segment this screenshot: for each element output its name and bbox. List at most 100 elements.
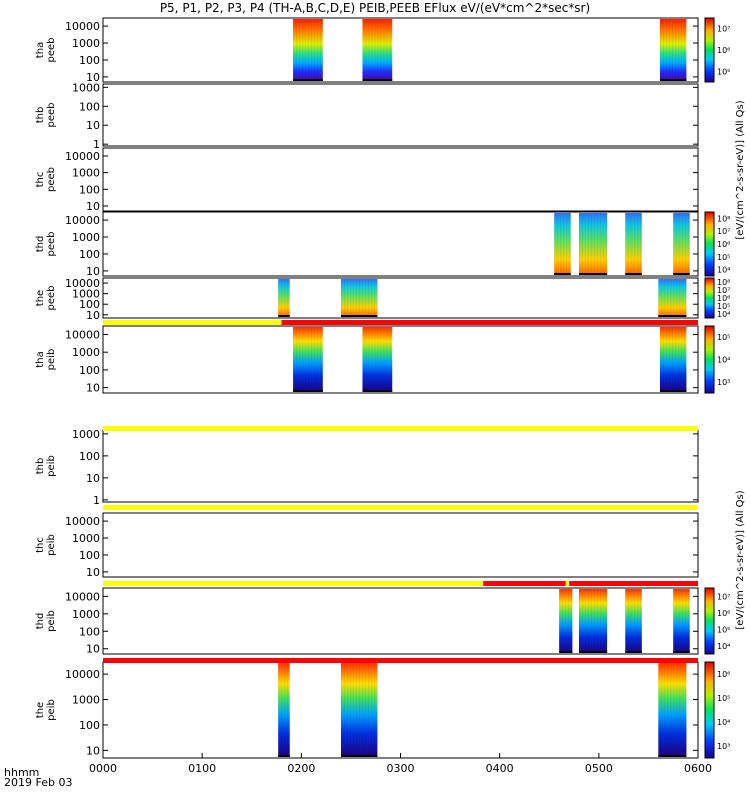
tha_peib-texture xyxy=(299,327,301,392)
tha_peib-texture xyxy=(389,327,391,392)
thd_peib-colorbar xyxy=(704,587,715,655)
the_peib-texture xyxy=(374,663,375,757)
x-tick-label: 0400 xyxy=(486,762,514,775)
thd_peib-segment xyxy=(559,589,573,653)
the_peib-texture xyxy=(371,663,372,757)
thd_peib-texture xyxy=(676,589,678,653)
thd_peib-texture xyxy=(597,589,598,653)
y-tick-label: 1000 xyxy=(72,428,100,441)
colorbar-tick-label: 10⁸ xyxy=(717,214,730,223)
thd_peib-texture xyxy=(591,589,592,653)
colorbar-tick-label: 10⁴ xyxy=(717,718,730,727)
thb_peeb-label: thbpeeb xyxy=(35,103,57,128)
the_peeb-texture xyxy=(371,279,372,317)
tha_peib-texture xyxy=(680,327,682,392)
the_peib-texture xyxy=(353,663,354,757)
the_peeb-texture xyxy=(664,279,666,317)
colorbar-tick-label: 10³ xyxy=(717,742,730,751)
the_peeb-texture xyxy=(676,279,678,317)
the_peib-texture xyxy=(658,663,660,757)
thd_peeb-texture xyxy=(585,213,586,275)
x-tick-label: 0600 xyxy=(684,762,712,775)
x-tick-label: 0300 xyxy=(387,762,415,775)
y-tick-label: 10 xyxy=(86,309,100,322)
the_peeb-texture xyxy=(353,279,354,317)
y-tick-label: 1000 xyxy=(72,81,100,94)
y-tick-label: 10 xyxy=(86,472,100,485)
the_peeb-texture xyxy=(344,279,345,317)
y-tick-label: 10 xyxy=(86,566,100,579)
colorbar-tick-label: 10⁶ xyxy=(717,240,730,249)
tha_peib-texture xyxy=(380,327,382,392)
thd_peib-texture xyxy=(588,589,589,653)
tha_peeb-segment xyxy=(293,19,323,81)
thd_peeb-segment xyxy=(579,213,608,275)
the_peeb-texture xyxy=(670,279,672,317)
the_peib-texture xyxy=(341,663,342,757)
the_peib-texture xyxy=(377,663,378,757)
thd_peeb-segment xyxy=(554,213,571,275)
the_peib-texture xyxy=(347,663,348,757)
colorbar-tick-label: 10⁵ xyxy=(717,253,730,262)
colorbar-tick-label: 10³ xyxy=(717,378,730,387)
tha_peeb-texture xyxy=(389,19,391,81)
the_peib-texture xyxy=(676,663,678,757)
colorbar-tick-label: 10⁵ xyxy=(717,625,730,634)
thd_peeb-texture xyxy=(673,213,675,275)
flag-bar-segment xyxy=(483,581,566,586)
thd_peib-texture xyxy=(594,589,595,653)
thb_peeb-frame xyxy=(102,83,699,147)
tha_peib-texture xyxy=(317,327,319,392)
tha_peeb-texture xyxy=(662,19,664,81)
the_peib-label: thepeib xyxy=(35,699,57,721)
thc_peib-frame xyxy=(102,512,699,578)
thd_peib-texture xyxy=(673,589,675,653)
thd_peib-texture xyxy=(571,589,573,653)
the_peeb-texture xyxy=(682,279,684,317)
colorbar-tick-label: 10⁴ xyxy=(717,266,730,275)
tha_peeb-texture xyxy=(683,19,685,81)
thd_peeb-texture xyxy=(688,213,690,275)
thd_peib-texture xyxy=(679,589,681,653)
thd_peib-texture xyxy=(688,589,690,653)
colorbar-axis-label: [eV/(cm^2-s-sr-eV)] (All Qs) xyxy=(735,490,746,629)
y-tick-label: 1 xyxy=(93,494,100,507)
y-tick-label: 10000 xyxy=(65,277,100,290)
y-tick-label: 10 xyxy=(86,71,100,84)
tha_peib-texture xyxy=(296,327,298,392)
thd_peeb-texture xyxy=(594,213,595,275)
thd_peeb-texture xyxy=(628,213,630,275)
y-tick-label: 10000 xyxy=(65,214,100,227)
x-tick-label: 0100 xyxy=(188,762,216,775)
tha_peeb-texture xyxy=(362,19,364,81)
y-tick-label: 10000 xyxy=(65,590,100,603)
tha_peib-texture xyxy=(377,327,379,392)
x-tick-label: 0000 xyxy=(89,762,117,775)
colorbar-tick-label: 10⁷ xyxy=(717,25,730,34)
colorbar-tick-label: 10⁵ xyxy=(717,333,730,342)
thd_peib-texture xyxy=(685,589,687,653)
tha_peib-label: thapeib xyxy=(35,349,57,371)
thd_peeb-texture xyxy=(560,213,562,275)
the_peeb-texture xyxy=(350,279,351,317)
the_peeb-segment xyxy=(341,279,378,317)
thd_peeb-texture xyxy=(566,213,568,275)
tha_peeb-texture xyxy=(659,19,661,81)
thd_peib-texture xyxy=(585,589,586,653)
tha_peeb-texture xyxy=(302,19,304,81)
colorbar-axis-label: [eV/(cm^2-s-sr-eV)] (All Qs) xyxy=(735,100,746,239)
tha_peeb-segment xyxy=(362,19,393,81)
thc_peib-label: thcpeib xyxy=(35,534,57,556)
y-tick-label: 100 xyxy=(79,625,100,638)
the_peeb-segment xyxy=(658,279,687,317)
thd_peib-segment xyxy=(673,589,690,653)
the_peeb-texture xyxy=(284,279,286,317)
the_peeb-texture xyxy=(661,279,663,317)
thd_peeb-texture xyxy=(640,213,642,275)
tha_peib-texture xyxy=(374,327,376,392)
the_peeb-texture xyxy=(374,279,375,317)
the_peeb-label: thepeeb xyxy=(35,286,57,311)
tha_peeb-texture xyxy=(314,19,316,81)
thd_peeb-texture xyxy=(631,213,633,275)
thd_peeb-colorbar xyxy=(704,211,715,277)
